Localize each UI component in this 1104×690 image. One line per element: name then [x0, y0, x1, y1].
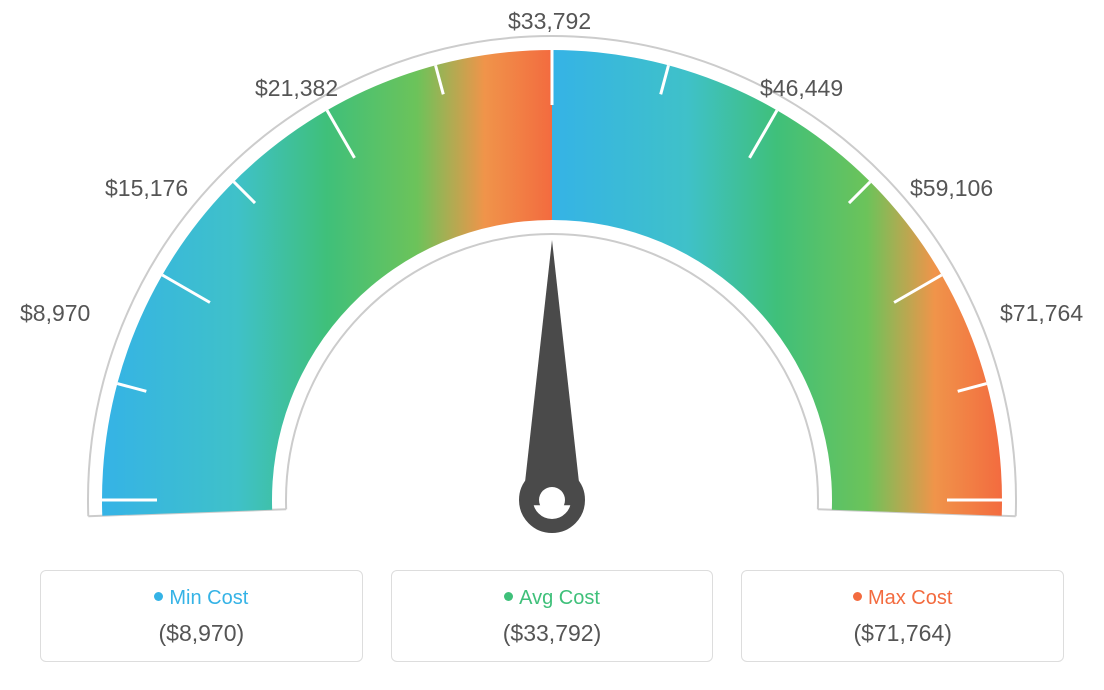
- avg-cost-card: Avg Cost ($33,792): [391, 570, 714, 662]
- max-cost-value: ($71,764): [752, 620, 1053, 647]
- gauge-tick-label: $15,176: [105, 175, 188, 202]
- max-cost-label: Max Cost: [868, 587, 952, 609]
- gauge-chart: $8,970 $15,176 $21,382 $33,792 $46,449 $59,10…: [0, 0, 1104, 555]
- avg-cost-value: ($33,792): [402, 620, 703, 647]
- max-cost-card: Max Cost ($71,764): [741, 570, 1064, 662]
- gauge-tick-label: $33,792: [508, 8, 591, 35]
- max-dot-icon: [853, 592, 862, 601]
- min-cost-card: Min Cost ($8,970): [40, 570, 363, 662]
- gauge-tick-label: $8,970: [20, 300, 90, 327]
- gauge-tick-label: $59,106: [910, 175, 993, 202]
- gauge-svg: [0, 0, 1104, 555]
- avg-cost-label: Avg Cost: [519, 587, 600, 609]
- avg-dot-icon: [504, 592, 513, 601]
- min-cost-title: Min Cost: [51, 587, 352, 610]
- summary-cards: Min Cost ($8,970) Avg Cost ($33,792) Max…: [40, 570, 1064, 662]
- gauge-tick-label: $21,382: [255, 75, 338, 102]
- gauge-tick-label: $71,764: [1000, 300, 1083, 327]
- min-dot-icon: [154, 592, 163, 601]
- max-cost-title: Max Cost: [752, 587, 1053, 610]
- min-cost-value: ($8,970): [51, 620, 352, 647]
- min-cost-label: Min Cost: [169, 587, 248, 609]
- avg-cost-title: Avg Cost: [402, 587, 703, 610]
- gauge-tick-label: $46,449: [760, 75, 843, 102]
